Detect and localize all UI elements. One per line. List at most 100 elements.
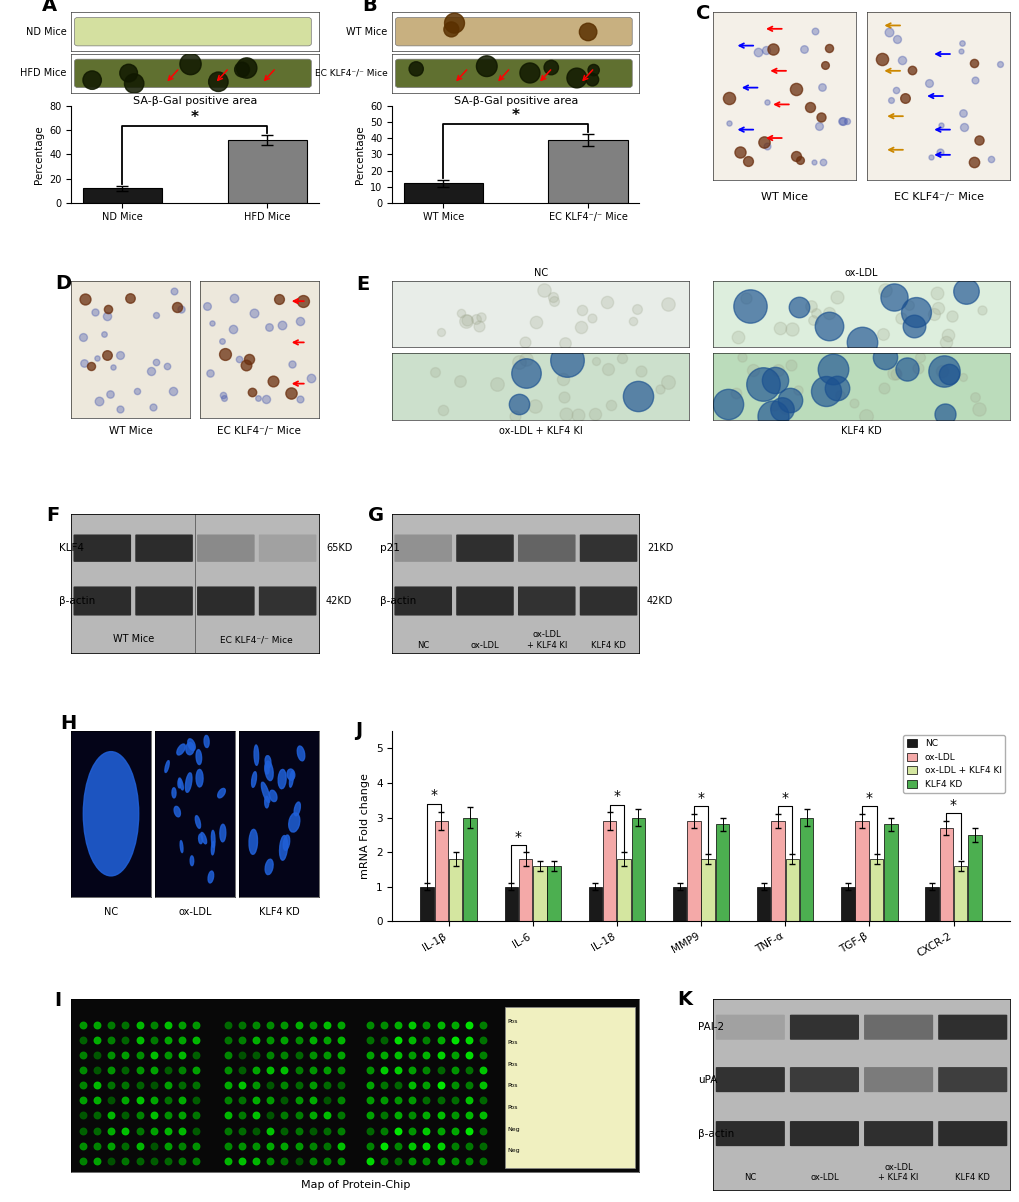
Point [881,90,898,109]
Point [276,1121,292,1141]
Point [74,1076,91,1095]
Point [276,1030,292,1049]
Point [522,64,538,83]
Point [432,1121,448,1141]
Point [361,1046,377,1065]
Point [446,1106,463,1125]
Point [875,347,892,367]
Point [932,362,949,381]
Point [970,400,986,419]
Point [853,332,869,351]
Point [389,1014,406,1034]
FancyBboxPatch shape [579,587,637,615]
Point [121,288,138,308]
Point [233,1121,250,1141]
Point [375,1030,391,1049]
Text: KLF4 KD: KLF4 KD [841,426,880,436]
Point [545,292,561,311]
Point [432,1152,448,1171]
FancyBboxPatch shape [937,1121,1007,1147]
Point [888,364,904,383]
Text: 42KD: 42KD [646,596,673,606]
Ellipse shape [172,787,176,798]
Point [333,1014,350,1034]
Point [248,1060,264,1079]
Y-axis label: Percentage: Percentage [355,125,365,184]
Bar [448,859,462,922]
FancyBboxPatch shape [937,1067,1007,1093]
Point [613,349,630,368]
Point [879,23,896,42]
Point [446,1076,463,1095]
Point [820,38,837,58]
Point [219,1030,235,1049]
Point [935,404,952,423]
Point [517,363,533,382]
Point [517,349,533,368]
Point [806,20,822,40]
Point [815,55,832,75]
Point [729,327,745,346]
Text: ND Mice: ND Mice [25,26,66,37]
Text: Pos: Pos [506,1061,518,1066]
Ellipse shape [265,859,273,875]
Point [389,1046,406,1065]
Point [146,1106,162,1125]
Point [219,1014,235,1034]
FancyBboxPatch shape [863,1121,932,1147]
Point [74,1121,91,1141]
Point [87,302,103,321]
Point [375,1121,391,1141]
Point [892,309,908,328]
Point [600,359,616,379]
Text: NC: NC [417,641,429,649]
Point [659,373,676,392]
Point [857,406,873,426]
Bar [504,887,518,922]
Point [828,287,845,307]
Ellipse shape [196,750,202,764]
Text: Pos: Pos [506,1040,518,1046]
Point [89,1152,105,1171]
Point [375,1076,391,1095]
FancyBboxPatch shape [455,535,514,561]
Point [131,1046,148,1065]
Point [319,1136,335,1155]
Point [148,353,164,373]
Ellipse shape [174,807,180,817]
Point [303,368,319,387]
Point [432,1060,448,1079]
Point [897,89,913,108]
Text: 21KD: 21KD [646,543,673,553]
Point [965,53,981,72]
Point [103,1090,119,1109]
Point [787,147,803,166]
Point [742,297,758,316]
Text: β-actin: β-actin [59,596,95,606]
Text: NC: NC [744,1173,756,1182]
Point [226,288,243,308]
Point [584,70,600,89]
Point [131,1106,148,1125]
FancyBboxPatch shape [789,1014,858,1040]
Point [468,309,484,328]
Point [233,1090,250,1109]
Point [131,1014,148,1034]
Point [262,1152,278,1171]
Ellipse shape [177,779,180,789]
Point [924,305,941,325]
Ellipse shape [261,783,270,803]
Point [554,370,571,389]
Point [174,1046,191,1065]
Ellipse shape [265,796,269,808]
Point [903,61,919,81]
Point [555,387,572,406]
Point [319,1046,335,1065]
Point [189,1106,205,1125]
FancyBboxPatch shape [73,535,131,561]
Point [909,358,925,377]
Point [74,1136,91,1155]
Point [305,1076,321,1095]
Text: *: * [430,789,437,802]
Point [333,1090,350,1109]
